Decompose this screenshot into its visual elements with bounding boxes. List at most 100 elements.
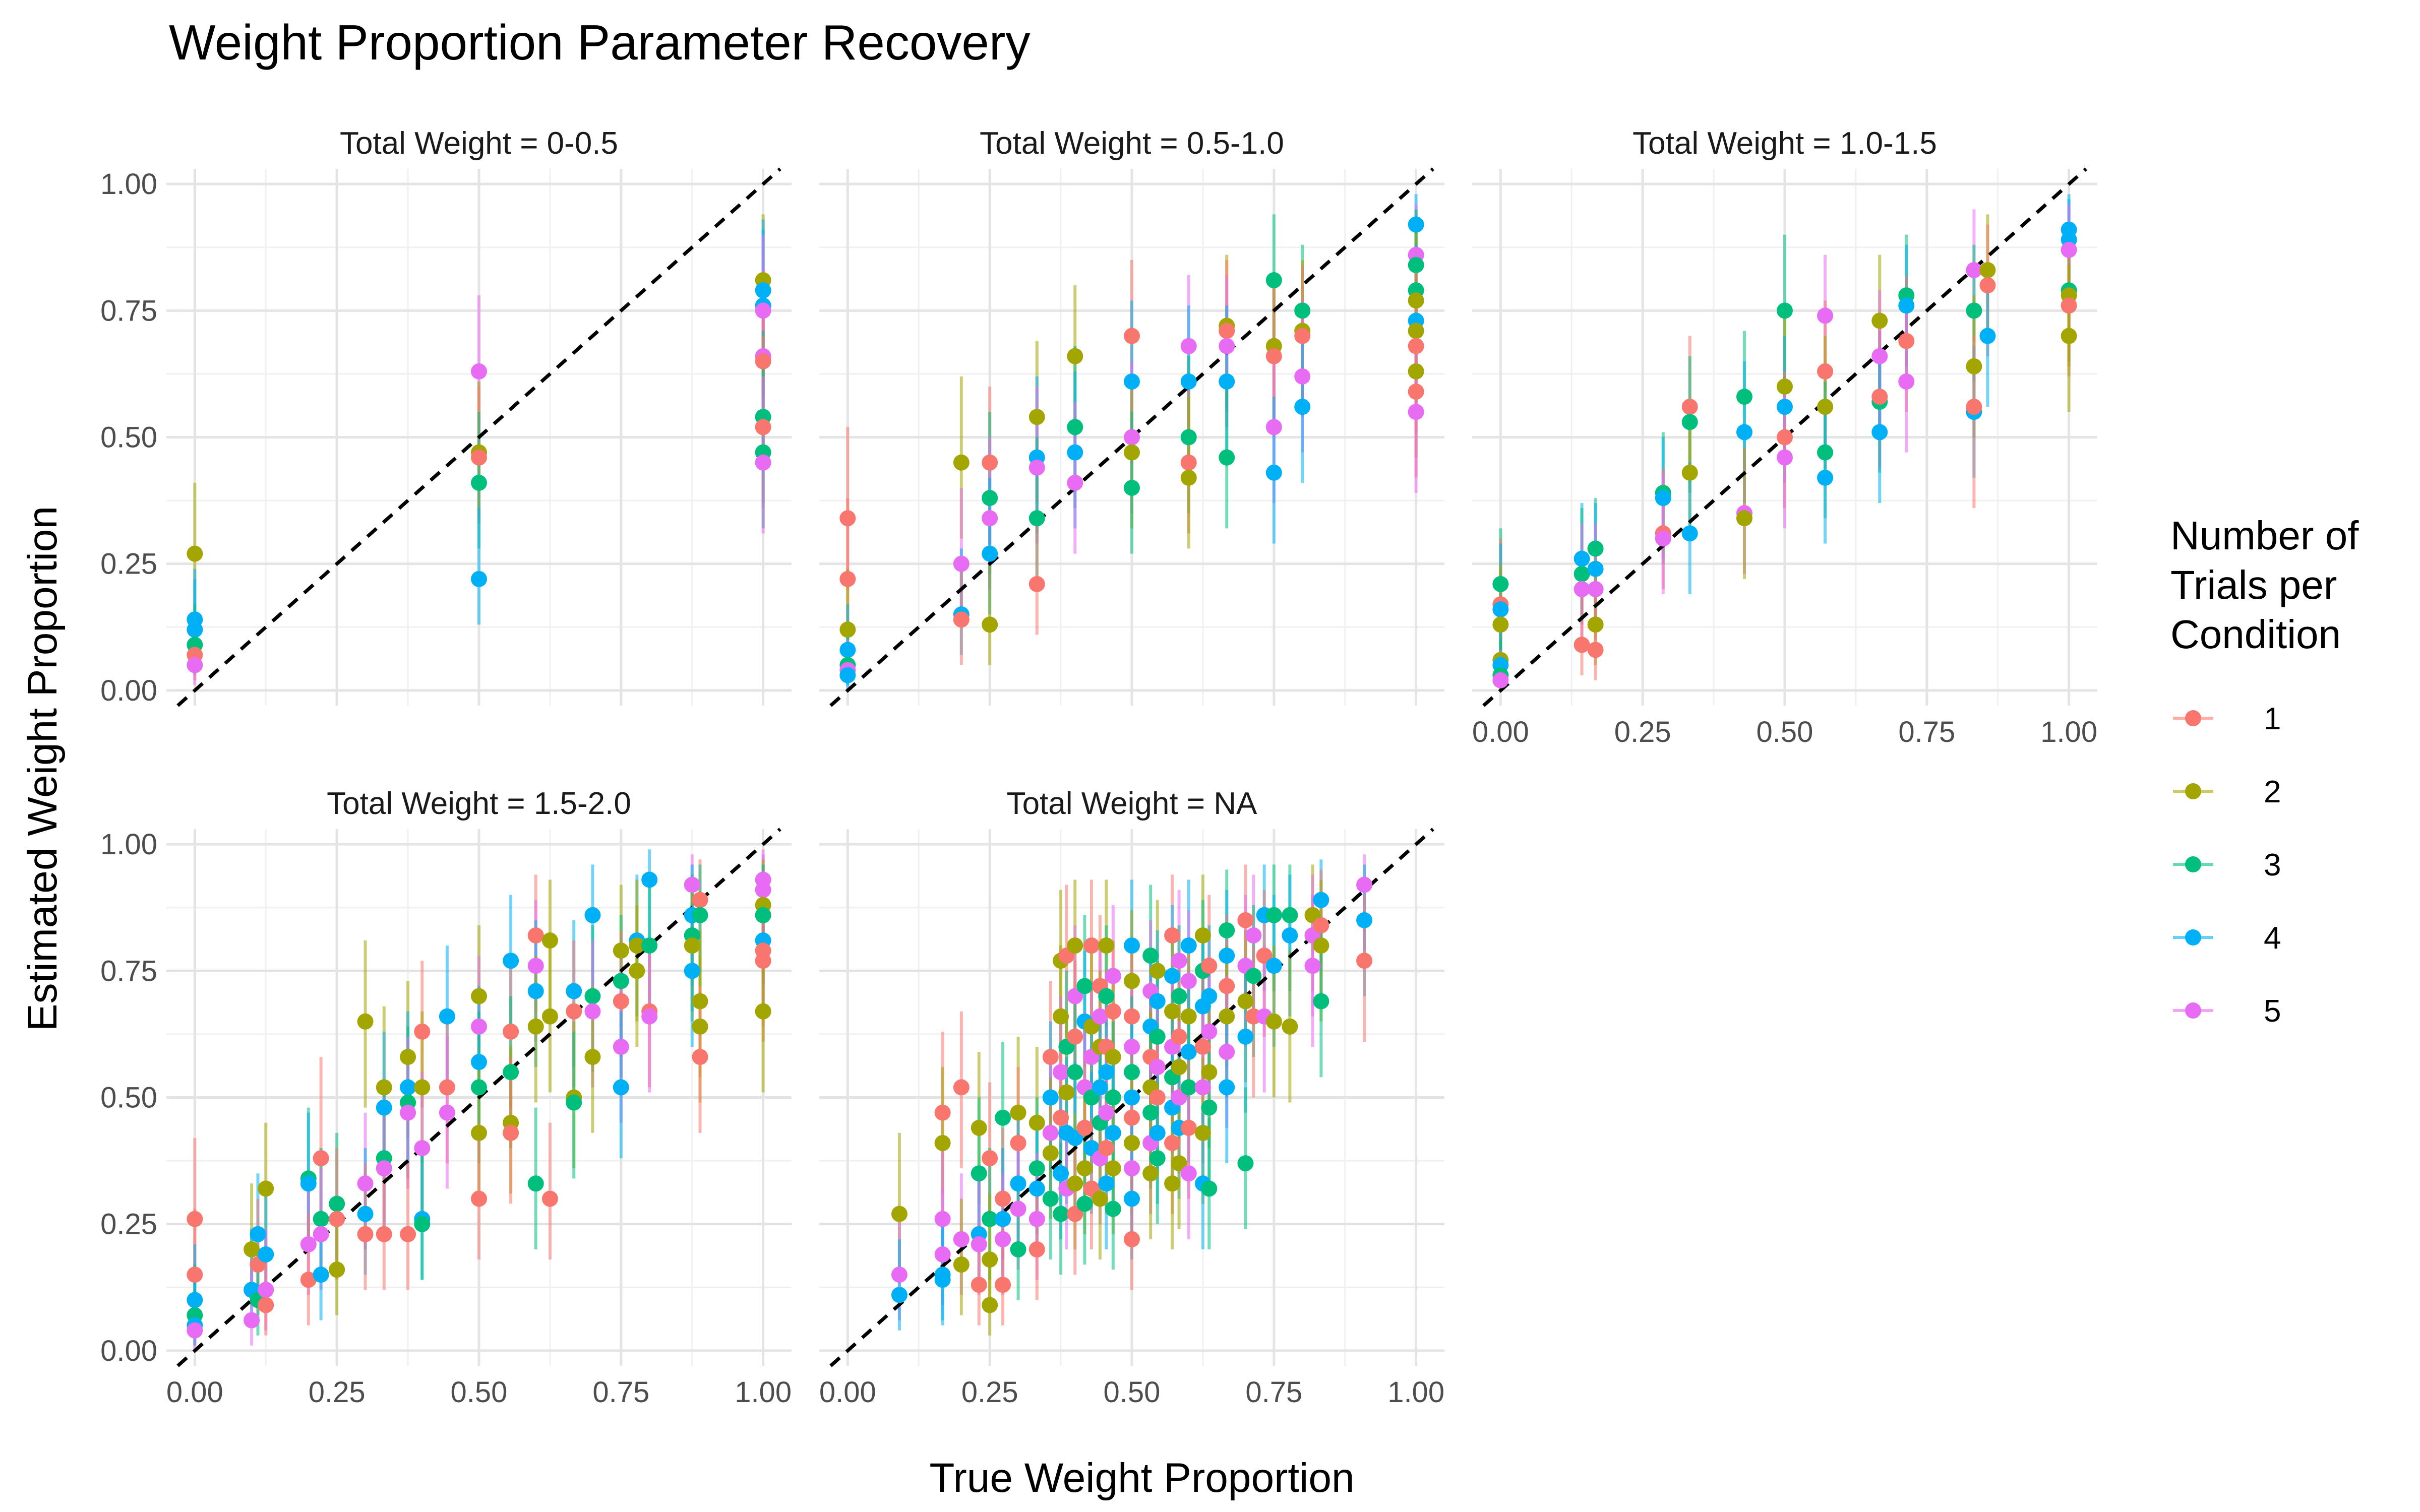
data-point — [258, 1180, 274, 1197]
data-point — [1282, 927, 1298, 943]
data-point — [1142, 1165, 1159, 1182]
data-point — [187, 545, 203, 562]
data-point — [1492, 672, 1509, 688]
data-point — [376, 1160, 392, 1177]
data-point — [1265, 272, 1282, 289]
data-point — [1966, 262, 1982, 278]
data-point — [1681, 414, 1698, 430]
data-point — [1010, 1241, 1026, 1257]
data-point — [1201, 1023, 1218, 1040]
data-point — [541, 1190, 558, 1207]
data-point — [1681, 399, 1698, 415]
data-point — [1313, 917, 1329, 933]
data-point — [755, 282, 771, 299]
data-point — [2061, 297, 2077, 314]
data-point — [971, 1277, 987, 1293]
legend-label: 5 — [2264, 994, 2281, 1029]
data-point — [1245, 968, 1262, 984]
data-point — [1655, 530, 1671, 547]
legend-title-line: Trials per — [2170, 562, 2337, 607]
data-point — [982, 490, 998, 507]
data-point — [1736, 424, 1752, 440]
data-point — [971, 1119, 987, 1136]
data-point — [1777, 429, 1793, 446]
data-point — [1817, 399, 1834, 415]
data-point — [1171, 1089, 1187, 1106]
facet-panel: Total Weight = 1.0-1.5 0.00 0.25 0.50 0.75 1.… — [1472, 126, 2097, 748]
data-point — [1408, 404, 1424, 420]
legend-label: 2 — [2264, 775, 2281, 809]
data-point — [1042, 1049, 1059, 1065]
y-tick-label: 1.00 — [100, 828, 157, 861]
data-point — [1313, 993, 1329, 1010]
data-point — [1124, 1160, 1140, 1177]
data-point — [1313, 937, 1329, 954]
data-point — [313, 1267, 329, 1283]
data-point — [1194, 1124, 1211, 1141]
data-point — [1028, 1241, 1045, 1257]
data-point — [1105, 1160, 1121, 1177]
data-point — [755, 907, 771, 923]
data-point — [995, 1277, 1011, 1293]
facet-strip-label: Total Weight = NA — [1007, 786, 1257, 821]
data-point — [1105, 1003, 1121, 1020]
data-point — [1053, 1109, 1069, 1126]
x-tick-label: 0.75 — [1245, 1376, 1302, 1409]
x-tick-label: 0.50 — [451, 1376, 508, 1409]
legend-title-line: Condition — [2170, 612, 2341, 657]
data-point — [1067, 1129, 1083, 1146]
data-point — [1142, 1104, 1159, 1121]
data-point — [1265, 348, 1282, 364]
data-point — [1237, 1028, 1254, 1045]
data-point — [1067, 1028, 1083, 1045]
data-point — [1219, 948, 1235, 964]
legend-key-point — [2185, 783, 2201, 799]
data-point — [982, 454, 998, 471]
data-point — [1149, 1150, 1166, 1167]
data-point — [1124, 444, 1140, 461]
data-point — [839, 642, 856, 658]
data-point — [1966, 399, 1982, 415]
identity-reference-line — [176, 828, 781, 1367]
data-point — [692, 993, 708, 1010]
data-point — [357, 1013, 374, 1030]
data-point — [1149, 1089, 1166, 1106]
data-point — [839, 667, 856, 683]
data-point — [1356, 912, 1373, 928]
data-point — [1180, 1008, 1197, 1025]
data-point — [1219, 338, 1235, 354]
data-point — [503, 953, 519, 969]
data-point — [1294, 368, 1311, 385]
y-tick-label: 0.00 — [100, 674, 157, 707]
data-point — [471, 1124, 487, 1141]
x-tick-label: 0.25 — [1614, 716, 1671, 748]
data-point — [471, 474, 487, 491]
data-point — [1492, 601, 1509, 618]
x-tick-label: 0.50 — [1104, 1376, 1161, 1409]
data-point — [982, 1150, 998, 1167]
legend-title-line: Number of — [2170, 513, 2359, 558]
data-point — [584, 1049, 601, 1065]
data-point — [300, 1272, 317, 1288]
data-point — [953, 611, 970, 628]
data-point — [1265, 419, 1282, 435]
data-point — [839, 571, 856, 587]
data-point — [934, 1135, 951, 1151]
data-point — [1574, 637, 1590, 653]
data-point — [1124, 973, 1140, 989]
data-point — [1898, 297, 1915, 314]
data-point — [414, 1140, 431, 1156]
data-point — [400, 1104, 416, 1121]
data-point — [250, 1226, 266, 1242]
data-point — [187, 1211, 203, 1227]
data-point — [527, 1175, 544, 1192]
data-point — [934, 1104, 951, 1121]
data-point — [1076, 1160, 1093, 1177]
facet-panel: Total Weight = NA 0.00 0.25 0.50 0.75 1.00 — [819, 786, 1444, 1409]
data-point — [1076, 1119, 1093, 1136]
y-tick-label: 0.50 — [100, 1082, 157, 1114]
data-point — [1180, 973, 1197, 989]
legend-key-point — [2185, 1002, 2201, 1019]
